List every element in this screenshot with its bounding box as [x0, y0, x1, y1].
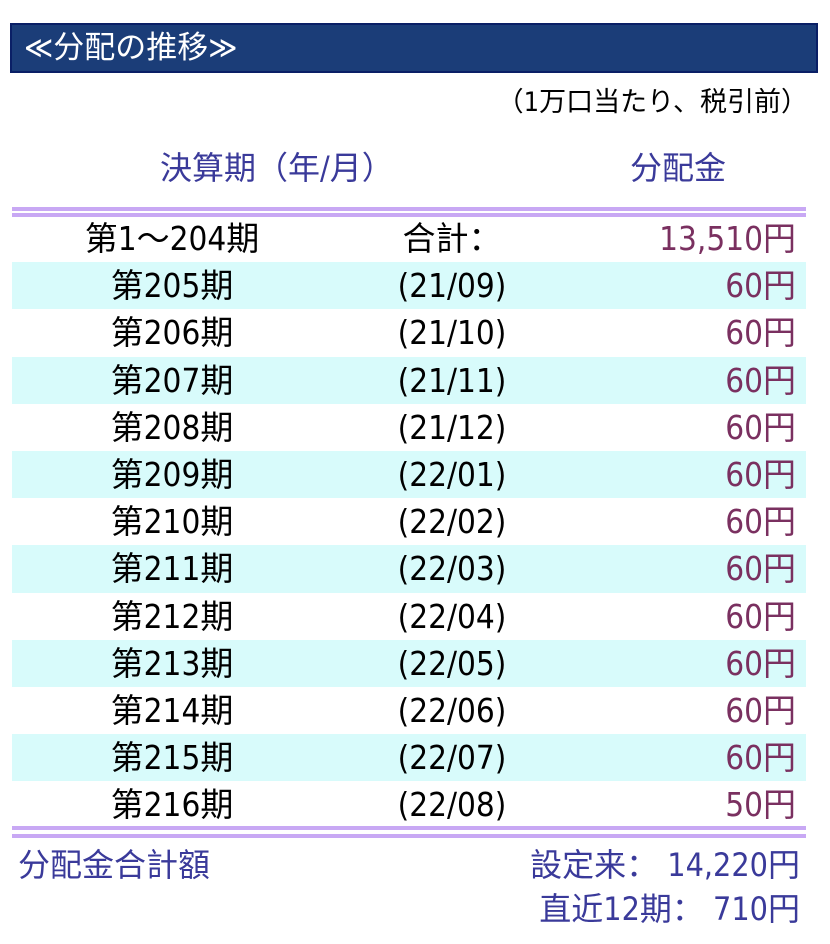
- date-cell: (22/03): [332, 545, 572, 593]
- amount-cell: 60円: [725, 407, 796, 447]
- date-cell: (22/02): [397, 502, 507, 542]
- table-row: 第1～204期 合計： 13,510円: [12, 215, 806, 262]
- period-cell: 第209期: [12, 450, 332, 499]
- amount-cell: 60円: [572, 356, 806, 404]
- table-row: 第212期 (22/04) 60円: [12, 593, 806, 640]
- total-since-inception: 設定来： 14,220円: [530, 846, 800, 884]
- table-row: 第210期 (22/02) 60円: [12, 498, 806, 545]
- total-label: 分配金合計額: [18, 846, 211, 884]
- amount-cell: 60円: [572, 545, 806, 593]
- date-cell: (22/04): [397, 596, 507, 636]
- period-cell: 第210期: [110, 502, 234, 542]
- divider: [12, 207, 806, 211]
- total-recent-12: 直近12期： 710円: [539, 890, 800, 928]
- date-cell: (21/11): [332, 356, 572, 404]
- period-cell: 第1～204期: [84, 219, 260, 259]
- table-row: 第205期 (21/09) 60円: [12, 262, 806, 310]
- table-row: 第214期 (22/06) 60円: [12, 687, 806, 734]
- date-cell: (21/10): [397, 313, 507, 353]
- date-cell: (22/06): [397, 690, 507, 730]
- amount-cell: 13,510円: [659, 219, 796, 259]
- section-title: ≪分配の推移≫: [10, 23, 818, 73]
- date-cell: (22/01): [332, 450, 572, 499]
- divider: [12, 834, 806, 838]
- table-row: 第215期 (22/07) 60円: [12, 734, 806, 782]
- amount-cell: 60円: [572, 639, 806, 687]
- period-cell: 第212期: [110, 596, 234, 636]
- date-cell: (22/05): [332, 639, 572, 687]
- header-period: 決算期（年/月）: [160, 149, 394, 187]
- header-amount: 分配金: [630, 149, 727, 187]
- table-row: 第207期 (21/11) 60円: [12, 356, 806, 404]
- amount-cell: 60円: [572, 450, 806, 499]
- amount-cell: 60円: [572, 734, 806, 782]
- period-cell: 第215期: [12, 734, 332, 782]
- date-cell: (22/07): [332, 734, 572, 782]
- amount-cell: 60円: [572, 262, 806, 310]
- date-cell: (21/09): [332, 262, 572, 310]
- date-cell: (21/12): [397, 407, 507, 447]
- period-cell: 第208期: [110, 407, 234, 447]
- period-cell: 第213期: [12, 639, 332, 687]
- divider: [12, 826, 806, 830]
- table-row: 第216期 (22/08) 50円: [12, 781, 806, 828]
- table-row: 第209期 (22/01) 60円: [12, 450, 806, 499]
- period-cell: 第214期: [110, 690, 234, 730]
- period-cell: 第207期: [12, 356, 332, 404]
- table-row: 第213期 (22/05) 60円: [12, 639, 806, 687]
- unit-note: （1万口当たり、税引前）: [496, 87, 808, 118]
- period-cell: 第211期: [12, 545, 332, 593]
- divider: [12, 213, 806, 217]
- amount-cell: 60円: [725, 502, 796, 542]
- period-cell: 第205期: [12, 262, 332, 310]
- table-row: 第211期 (22/03) 60円: [12, 545, 806, 593]
- amount-cell: 60円: [725, 596, 796, 636]
- period-cell: 第206期: [110, 313, 234, 353]
- amount-cell: 60円: [725, 690, 796, 730]
- distribution-table: 第1～204期 合計： 13,510円 第205期 (21/09) 60円 第206期 (21…: [12, 215, 806, 828]
- date-cell: 合計：: [402, 219, 502, 259]
- amount-cell: 60円: [725, 313, 796, 353]
- amount-cell: 50円: [725, 785, 796, 825]
- table-row: 第208期 (21/12) 60円: [12, 404, 806, 451]
- table-row: 第206期 (21/10) 60円: [12, 309, 806, 356]
- period-cell: 第216期: [110, 785, 234, 825]
- date-cell: (22/08): [397, 785, 507, 825]
